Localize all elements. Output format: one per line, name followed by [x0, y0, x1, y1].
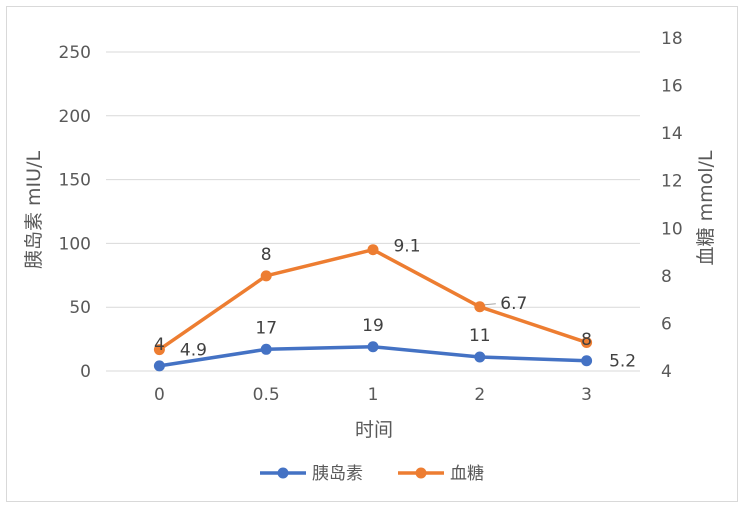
- x-tick-label: 2: [474, 385, 485, 405]
- legend-label: 血糖: [450, 464, 484, 484]
- data-point: [474, 351, 486, 363]
- data-label: 9.1: [393, 237, 420, 257]
- legend: 胰岛素 血糖: [260, 464, 484, 484]
- data-point: [153, 344, 165, 356]
- data-label: 11: [469, 326, 491, 346]
- data-label: 6.7: [500, 294, 527, 314]
- data-labels: 4 17 19 11 8 4.9 8 9.1 6.7 5.2: [154, 237, 636, 372]
- data-point: [367, 341, 379, 353]
- data-label: 4: [154, 335, 165, 355]
- x-axis-title: 时间: [355, 419, 393, 441]
- data-point: [367, 244, 379, 256]
- y-right-tick-label: 6: [661, 314, 672, 334]
- x-tick-label: 0: [154, 385, 165, 405]
- y-left-tick-label: 0: [80, 362, 91, 382]
- gridlines: [106, 51, 640, 372]
- x-tick-label: 0.5: [253, 385, 280, 405]
- y-right-tick-label: 18: [661, 29, 683, 49]
- y-axis-left-title: 胰岛素 mIU/L: [23, 151, 45, 269]
- data-label: 19: [362, 316, 384, 336]
- data-label: 8: [581, 330, 592, 350]
- legend-marker: [415, 467, 427, 479]
- y-left-tick-label: 100: [59, 234, 91, 254]
- y-right-tick-label: 14: [661, 124, 683, 144]
- x-tick-label: 3: [581, 385, 592, 405]
- data-label: 17: [255, 318, 277, 338]
- data-label: 4.9: [180, 341, 207, 361]
- y-axis-right-title: 血糖 mmol/L: [695, 150, 717, 265]
- y-right-tick-label: 12: [661, 172, 683, 192]
- y-left-tick-label: 250: [59, 43, 91, 63]
- y-right-tick-label: 16: [661, 77, 683, 97]
- y-right-tick-label: 4: [661, 362, 672, 382]
- series-layer: [153, 244, 593, 372]
- data-point: [260, 343, 272, 355]
- y-left-tick-label: 50: [69, 298, 91, 318]
- y-left-tick-label: 200: [59, 107, 91, 127]
- y-right-tick-label: 10: [661, 219, 683, 239]
- y-right-tick-label: 8: [661, 267, 672, 287]
- data-label: 5.2: [609, 351, 636, 371]
- y-left-tick-label: 150: [59, 171, 91, 191]
- legend-marker: [277, 467, 289, 479]
- legend-label: 胰岛素: [312, 464, 363, 484]
- data-point: [260, 270, 272, 282]
- label-leader-line: [484, 303, 496, 306]
- data-point: [581, 355, 593, 367]
- data-point: [474, 301, 486, 313]
- x-tick-label: 1: [368, 385, 379, 405]
- data-point: [153, 360, 165, 372]
- data-point: [581, 336, 593, 348]
- data-label: 8: [261, 245, 272, 265]
